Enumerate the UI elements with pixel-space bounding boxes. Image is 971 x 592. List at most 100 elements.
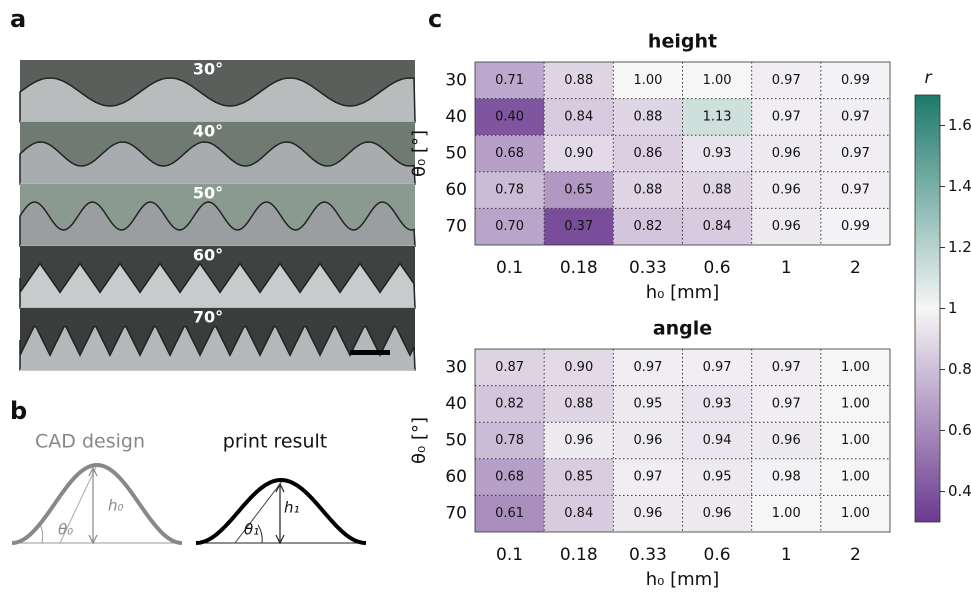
heatmap-cell	[820, 171, 890, 209]
heatmap-cell	[682, 422, 752, 459]
strip-substrate	[19, 201, 416, 247]
heatmap-cell	[613, 208, 683, 245]
cell-label: 0.37	[564, 219, 593, 234]
cell-label: 0.97	[772, 73, 801, 88]
colorbar	[914, 94, 941, 523]
colorbar-tick-label: 1	[948, 299, 958, 317]
x-tick-label: 0.1	[496, 545, 523, 565]
heatmap-cell	[613, 385, 683, 423]
colorbar-tick-label: 0.6	[948, 421, 971, 439]
cell-label: 1.00	[703, 73, 732, 88]
heatmap-cell	[613, 458, 683, 496]
cell-label: 1.00	[633, 73, 662, 88]
angle-label: 40°	[193, 122, 223, 141]
cell-label: 0.97	[633, 470, 662, 485]
cell-label: 0.93	[703, 396, 732, 411]
cell-label: 0.68	[495, 470, 524, 485]
heatmap-cell	[820, 98, 890, 136]
x-tick-label: 2	[850, 258, 861, 278]
heatmap-cell	[613, 495, 683, 532]
colorbar-tick-label: 0.8	[948, 360, 971, 378]
heatmap-cell	[544, 171, 614, 209]
heatmap-cell	[820, 458, 890, 496]
heatmap-cell	[820, 385, 890, 423]
heatmap-cell	[751, 458, 821, 496]
heatmap-cell	[475, 495, 545, 532]
cell-label: 0.88	[564, 396, 593, 411]
heatmap-cell	[751, 135, 821, 172]
theta0-label: θ₀	[58, 521, 73, 539]
heatmap-cell	[475, 208, 545, 245]
heatmap-cell	[475, 98, 545, 136]
cell-label: 0.97	[772, 109, 801, 124]
cell-label: 0.86	[633, 146, 662, 161]
heatmap-cell	[475, 385, 545, 423]
cell-label: 1.00	[841, 360, 870, 375]
cell-label: 0.84	[703, 219, 732, 234]
chart-title: height	[648, 31, 717, 53]
heatmap-cell	[544, 349, 614, 386]
heatmap-cell	[820, 422, 890, 459]
heatmap-cell	[820, 135, 890, 172]
x-tick-label: 0.33	[629, 258, 667, 278]
heatmap-cell	[751, 385, 821, 423]
cell-label: 0.97	[841, 146, 870, 161]
colorbar-tick-label: 1.6	[948, 116, 971, 134]
x-tick-label: 0.33	[629, 545, 667, 565]
heatmap-cell	[682, 208, 752, 245]
cell-label: 1.00	[841, 506, 870, 521]
heatmap-cell	[682, 98, 752, 136]
heatmap-cell	[820, 208, 890, 245]
heatmap-cell	[751, 495, 821, 532]
x-tick-label: 1	[781, 258, 792, 278]
cell-label: 0.87	[495, 360, 524, 375]
cell-label: 0.97	[772, 360, 801, 375]
cell-label: 0.88	[564, 73, 593, 88]
plot-frame	[474, 348, 891, 533]
heatmap-cell	[613, 349, 683, 386]
panel-label: a	[10, 5, 26, 33]
micrograph: 30° 40° 50° 60° 70°	[19, 60, 416, 371]
heatmap-cell	[820, 62, 890, 99]
cell-label: 0.98	[772, 470, 801, 485]
heatmap-cell	[544, 385, 614, 423]
angle-label: 60°	[193, 246, 223, 265]
cell-label: 0.97	[703, 360, 732, 375]
theta1-label: θ₁	[244, 521, 259, 539]
y-axis-label: θ₀ [°]	[409, 130, 430, 177]
heatmap-cell	[682, 62, 752, 99]
cell-label: 0.61	[495, 506, 524, 521]
cad-wave	[11, 463, 183, 545]
x-tick-label: 0.1	[496, 258, 523, 278]
cell-label: 0.97	[841, 183, 870, 198]
heatmap-cell	[613, 98, 683, 136]
print-diagram	[198, 479, 362, 545]
cell-label: 0.78	[495, 433, 524, 448]
heatmap-cell	[682, 349, 752, 386]
heatmap-cell	[751, 98, 821, 136]
y-tick-label: 30	[445, 357, 467, 377]
print-wave	[195, 478, 367, 545]
chart-title: angle	[653, 318, 712, 340]
cell-label: 0.68	[495, 146, 524, 161]
cell-label: 0.96	[633, 506, 662, 521]
cell-label: 1.00	[841, 470, 870, 485]
heatmap-cell	[682, 171, 752, 209]
y-tick-label: 70	[445, 217, 467, 237]
y-tick-label: 40	[445, 394, 467, 414]
heatmap-cell	[475, 458, 545, 496]
cell-label: 0.84	[564, 506, 593, 521]
cell-label: 1.00	[841, 433, 870, 448]
heatmap-cell	[613, 171, 683, 209]
heatmap-cell	[544, 135, 614, 172]
cell-label: 0.97	[841, 109, 870, 124]
heatmap-cell	[820, 349, 890, 386]
cell-label: 1.00	[841, 396, 870, 411]
heatmap-cell	[544, 458, 614, 496]
colorbar-tick-label: 0.4	[948, 482, 971, 500]
cell-label: 0.95	[633, 396, 662, 411]
h1-label: h₁	[284, 499, 300, 517]
cell-label: 0.85	[564, 470, 593, 485]
x-tick-label: 2	[850, 545, 861, 565]
cell-label: 0.84	[564, 109, 593, 124]
